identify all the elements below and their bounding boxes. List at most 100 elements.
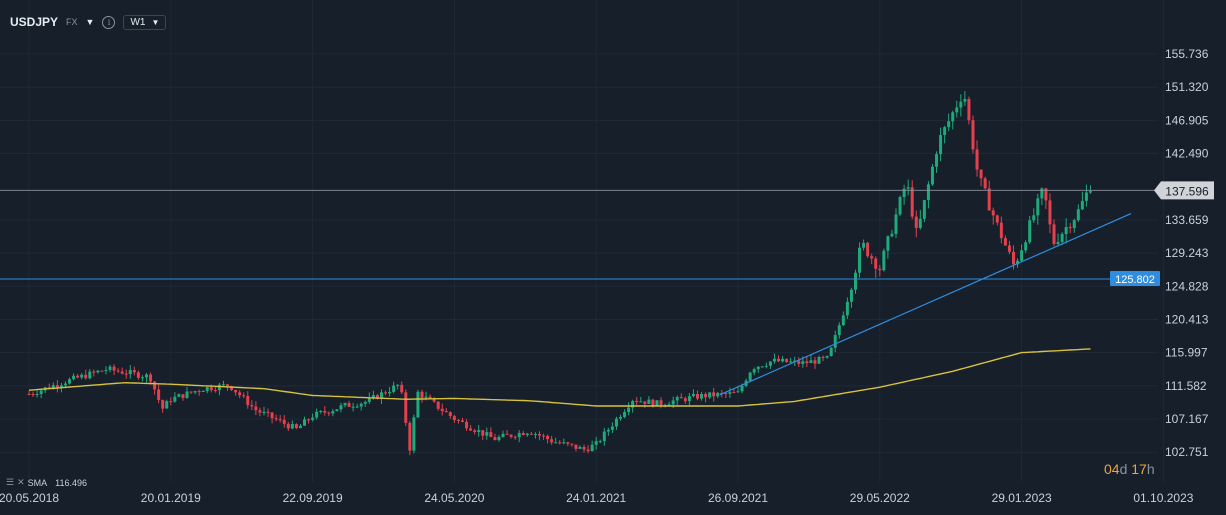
candle: [290, 420, 294, 430]
candle: [436, 401, 440, 411]
candle: [440, 403, 444, 416]
indicator-legend[interactable]: ☰ ✕ SMA 116.496: [6, 477, 87, 488]
candle: [201, 390, 205, 393]
candle: [339, 402, 343, 413]
candle: [805, 356, 809, 367]
candle: [829, 347, 833, 357]
candle: [817, 355, 821, 364]
candle: [975, 140, 979, 177]
candle: [136, 370, 140, 380]
candle: [619, 414, 623, 421]
symbol-selector[interactable]: USDJPY: [10, 15, 59, 29]
y-tick-label: 102.751: [1165, 445, 1209, 459]
candle: [764, 362, 768, 369]
candlestick-series: [27, 91, 1092, 456]
y-tick-label: 120.413: [1165, 312, 1209, 326]
candle: [144, 373, 148, 383]
candle: [92, 369, 96, 377]
caret-down-icon[interactable]: ▼: [85, 17, 95, 27]
candle: [384, 390, 388, 396]
indicator-remove-icon[interactable]: ✕: [17, 477, 25, 487]
candle: [294, 423, 298, 430]
countdown-hours-unit: h: [1146, 461, 1155, 477]
sma-line: [28, 348, 1091, 407]
candle: [809, 354, 813, 364]
candle: [481, 430, 485, 441]
candle: [1052, 219, 1056, 247]
candle: [643, 401, 647, 408]
candle: [448, 411, 452, 419]
candle: [874, 256, 878, 278]
y-tick-label: 155.736: [1165, 47, 1209, 61]
y-tick-label: 107.167: [1165, 412, 1209, 426]
candle: [1084, 184, 1088, 207]
candle: [452, 414, 456, 423]
candle: [84, 369, 88, 380]
candle: [813, 356, 817, 369]
countdown-days-unit: d: [1119, 461, 1128, 477]
indicator-value: 116.496: [55, 477, 88, 488]
candle: [898, 195, 902, 217]
candle: [286, 421, 290, 431]
candle: [590, 440, 594, 452]
candle: [489, 427, 493, 438]
current-price-value: 137.596: [1165, 184, 1209, 198]
candle: [343, 402, 347, 408]
info-icon[interactable]: i: [102, 15, 116, 29]
current-price-badge: 137.596: [1154, 181, 1214, 200]
candle: [971, 115, 975, 154]
candle: [1064, 218, 1068, 244]
candle: [914, 210, 918, 238]
candle: [558, 440, 562, 445]
horizontal-level-value: 125.802: [1115, 274, 1155, 286]
candle: [995, 214, 999, 226]
candle: [598, 439, 602, 444]
candle: [355, 403, 359, 409]
chevron-down-icon: ▼: [151, 17, 160, 27]
x-tick-label: 24.01.2021: [566, 491, 626, 505]
candle: [55, 380, 59, 393]
candle: [473, 428, 477, 435]
indicator-settings-icon[interactable]: ☰: [6, 477, 15, 487]
candle: [748, 371, 752, 382]
time-axis: 20.05.2018 20.01.2019 22.09.2019 24.05.2020…: [0, 491, 1194, 505]
candle: [550, 435, 554, 445]
candle: [955, 100, 959, 118]
candle: [570, 443, 574, 447]
candle: [789, 357, 793, 364]
indicator-name: SMA: [27, 477, 48, 488]
candle: [606, 427, 610, 436]
candle: [88, 369, 92, 380]
candle: [546, 434, 550, 444]
x-tick-label: 20.01.2019: [141, 491, 201, 505]
horizontal-level-badge[interactable]: 125.802: [1110, 270, 1160, 286]
y-tick-label: 129.243: [1165, 246, 1209, 260]
candle: [679, 393, 683, 399]
market-type-label: FX: [66, 17, 78, 27]
candle: [124, 369, 128, 379]
candle: [602, 427, 606, 446]
candle: [521, 431, 525, 436]
candle: [675, 395, 679, 406]
candle: [35, 389, 39, 398]
candle: [238, 390, 242, 399]
candle: [781, 356, 785, 363]
candle: [886, 235, 890, 259]
candle: [833, 330, 837, 353]
candle: [242, 392, 246, 399]
y-tick-label: 115.997: [1165, 346, 1208, 360]
candle: [922, 199, 926, 223]
candle: [963, 91, 967, 106]
candle: [432, 396, 436, 403]
candle: [501, 430, 505, 438]
candle: [562, 438, 566, 445]
y-tick-label: 146.905: [1165, 113, 1209, 127]
candle: [797, 357, 801, 367]
timeframe-selector[interactable]: W1 ▼: [123, 14, 167, 30]
trendline[interactable]: [719, 213, 1132, 396]
candle: [327, 411, 331, 417]
candle: [266, 408, 270, 417]
candle: [1056, 233, 1060, 247]
y-tick-label: 124.828: [1165, 279, 1209, 293]
